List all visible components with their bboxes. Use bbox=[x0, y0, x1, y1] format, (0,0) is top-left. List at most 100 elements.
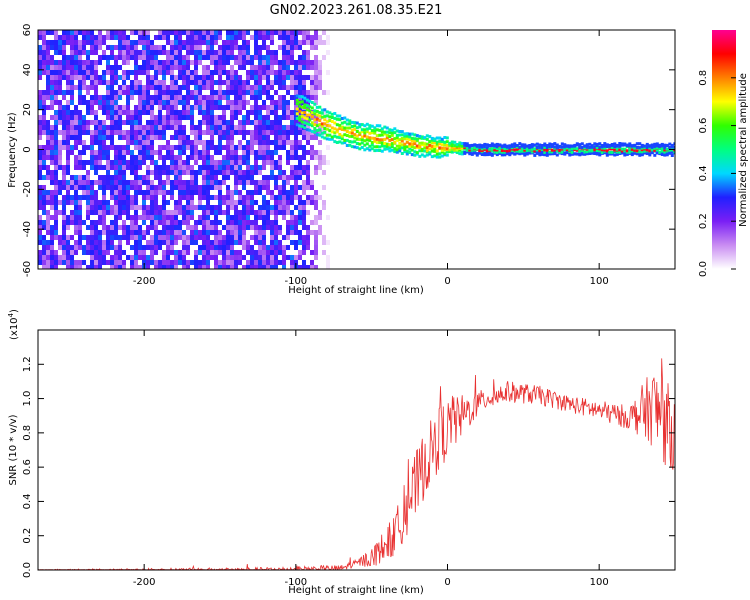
heatmap-cell bbox=[38, 125, 42, 130]
heatmap-cell bbox=[373, 136, 377, 140]
heatmap-cell bbox=[468, 145, 472, 149]
heatmap-cell bbox=[122, 260, 126, 265]
heatmap-cell bbox=[166, 240, 170, 245]
heatmap-cell bbox=[54, 215, 58, 220]
heatmap-cell bbox=[238, 175, 242, 180]
heatmap-cell bbox=[42, 50, 46, 55]
heatmap-cell bbox=[190, 70, 194, 75]
heatmap-cell bbox=[186, 65, 190, 70]
heatmap-cell bbox=[122, 70, 126, 75]
heatmap-cell bbox=[118, 240, 122, 245]
heatmap-cell bbox=[595, 142, 599, 146]
heatmap-cell bbox=[222, 60, 226, 65]
heatmap-cell bbox=[246, 250, 250, 255]
heatmap-cell bbox=[46, 200, 50, 205]
heatmap-cell bbox=[74, 115, 78, 120]
heatmap-cell bbox=[298, 230, 302, 235]
heatmap-cell bbox=[186, 265, 190, 269]
heatmap-cell bbox=[110, 110, 114, 115]
heatmap-cell bbox=[166, 30, 170, 35]
heatmap-cell bbox=[315, 113, 319, 117]
heatmap-cell bbox=[378, 149, 382, 152]
heatmap-cell bbox=[266, 210, 270, 215]
heatmap-cell bbox=[375, 124, 379, 128]
heatmap-cell bbox=[310, 80, 314, 85]
heatmap-cell bbox=[294, 95, 298, 100]
heatmap-cell bbox=[290, 255, 294, 260]
heatmap-cell bbox=[274, 125, 278, 130]
heatmap-cell bbox=[90, 140, 94, 145]
heatmap-cell bbox=[86, 60, 90, 65]
heatmap-cell bbox=[210, 210, 214, 215]
heatmap-cell bbox=[545, 153, 549, 157]
heatmap-cell bbox=[134, 30, 138, 35]
heatmap-cell bbox=[270, 205, 274, 210]
heatmap-cell bbox=[42, 145, 46, 150]
heatmap-cell bbox=[295, 98, 299, 102]
heatmap-cell bbox=[102, 185, 106, 190]
heatmap-cell bbox=[78, 120, 82, 125]
heatmap-cell bbox=[210, 55, 214, 60]
heatmap-cell bbox=[98, 145, 102, 150]
heatmap-cell bbox=[266, 105, 270, 110]
heatmap-cell bbox=[138, 230, 142, 235]
heatmap-cell bbox=[302, 75, 306, 80]
heatmap-cell bbox=[74, 155, 78, 160]
heatmap-cell bbox=[408, 132, 412, 136]
heatmap-cell bbox=[258, 260, 262, 265]
heatmap-cell bbox=[58, 110, 62, 115]
heatmap-cell bbox=[234, 180, 238, 185]
heatmap-cell bbox=[98, 130, 102, 135]
heatmap-cell bbox=[450, 143, 454, 147]
heatmap-cell bbox=[246, 170, 250, 175]
heatmap-cell bbox=[673, 142, 675, 146]
heatmap-cell bbox=[170, 180, 174, 185]
heatmap-cell bbox=[294, 75, 298, 80]
heatmap-cell bbox=[70, 100, 74, 105]
heatmap-cell bbox=[222, 225, 226, 230]
heatmap-cell bbox=[122, 35, 126, 40]
heatmap-cell bbox=[38, 190, 42, 195]
heatmap-cell bbox=[202, 105, 206, 110]
heatmap-cell bbox=[46, 135, 50, 140]
heatmap-cell bbox=[166, 140, 170, 145]
heatmap-cell bbox=[230, 225, 234, 230]
heatmap-cell bbox=[150, 255, 154, 260]
heatmap-cell bbox=[142, 65, 146, 70]
heatmap-cell bbox=[106, 160, 110, 165]
heatmap-cell bbox=[62, 120, 66, 125]
heatmap-cell bbox=[110, 105, 114, 110]
y-tick-label: 1.2 bbox=[22, 356, 33, 372]
heatmap-cell bbox=[270, 150, 274, 155]
heatmap-cell bbox=[202, 220, 206, 225]
heatmap-cell bbox=[42, 235, 46, 240]
heatmap-cell bbox=[154, 125, 158, 130]
heatmap-cell bbox=[218, 240, 222, 245]
heatmap-cell bbox=[54, 145, 58, 150]
heatmap-cell bbox=[170, 170, 174, 175]
heatmap-cell bbox=[118, 45, 122, 50]
heatmap-cell bbox=[600, 148, 604, 152]
heatmap-cell bbox=[122, 250, 126, 255]
heatmap-cell bbox=[166, 65, 170, 70]
heatmap-cell bbox=[162, 130, 166, 135]
heatmap-cell bbox=[345, 126, 349, 130]
heatmap-cell bbox=[318, 119, 322, 123]
heatmap-cell bbox=[358, 142, 362, 146]
heatmap-cell bbox=[102, 55, 106, 60]
heatmap-cell bbox=[314, 90, 318, 95]
heatmap-cell bbox=[573, 146, 577, 150]
heatmap-cell bbox=[162, 265, 166, 269]
heatmap-cell bbox=[70, 35, 74, 40]
heatmap-cell bbox=[438, 142, 442, 146]
heatmap-cell bbox=[154, 205, 158, 210]
heatmap-cell bbox=[305, 104, 309, 108]
heatmap-cell bbox=[306, 180, 310, 185]
heatmap-cell bbox=[655, 146, 659, 150]
heatmap-cell bbox=[170, 105, 174, 110]
heatmap-cell bbox=[210, 80, 214, 85]
heatmap-cell bbox=[82, 70, 86, 75]
heatmap-cell bbox=[202, 155, 206, 160]
heatmap-cell bbox=[218, 220, 222, 225]
heatmap-cell bbox=[266, 125, 270, 130]
